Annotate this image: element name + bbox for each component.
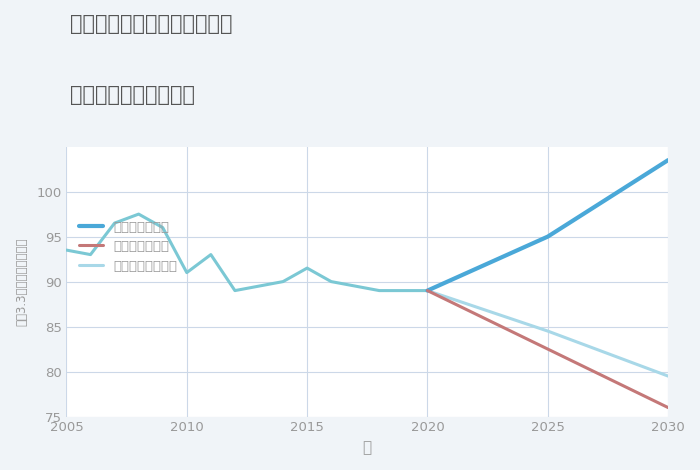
グッドシナリオ [664,157,672,163]
Text: 愛知県稲沢市平和町観音堂の: 愛知県稲沢市平和町観音堂の [70,14,232,34]
バッドシナリオ [424,288,432,293]
Legend: グッドシナリオ, バッドシナリオ, ノーマルシナリオ: グッドシナリオ, バッドシナリオ, ノーマルシナリオ [79,221,177,273]
ノーマルシナリオ [544,328,552,334]
ノーマルシナリオ [424,288,432,293]
バッドシナリオ [664,405,672,410]
グッドシナリオ [424,288,432,293]
ノーマルシナリオ [664,373,672,379]
グッドシナリオ [544,234,552,239]
X-axis label: 年: 年 [363,440,372,455]
Y-axis label: 坪（3.3㎡）単価（万円）: 坪（3.3㎡）単価（万円） [15,237,28,326]
Line: バッドシナリオ: バッドシナリオ [428,290,668,407]
Line: グッドシナリオ: グッドシナリオ [428,160,668,290]
Text: 中古戸建ての価格推移: 中古戸建ての価格推移 [70,85,195,105]
Line: ノーマルシナリオ: ノーマルシナリオ [428,290,668,376]
バッドシナリオ [544,346,552,352]
